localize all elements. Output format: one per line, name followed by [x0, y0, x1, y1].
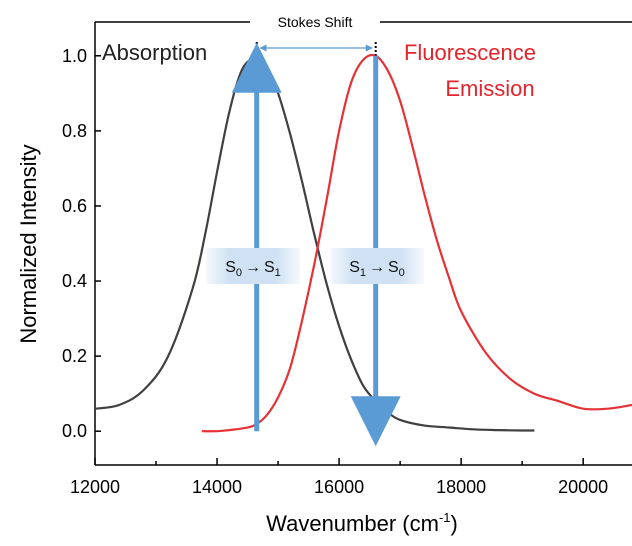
y-ticks: 0.0 0.2 0.4 0.6 0.8 1.0 — [62, 46, 101, 441]
y-tick-label: 0.8 — [62, 121, 87, 141]
y-axis-title: Normalized Intensity — [16, 144, 41, 343]
x-ticks: 12000 14000 16000 18000 20000 — [70, 458, 608, 497]
absorption-curve — [94, 55, 535, 432]
y-tick-label: 1.0 — [62, 46, 87, 66]
x-tick-label: 14000 — [192, 477, 242, 497]
x-tick-label: 18000 — [436, 477, 486, 497]
y-tick-label: 0.2 — [62, 346, 87, 366]
x-axis-title: Wavenumber (cm-1) — [266, 510, 458, 536]
x-tick-label: 12000 — [70, 477, 120, 497]
fluorescence-label-line1: Fluorescence — [404, 40, 536, 65]
s0-s1-label: S0 → S1 — [225, 259, 281, 279]
fluorescence-curve — [201, 53, 632, 433]
x-tick-label: 20000 — [558, 477, 608, 497]
s0-s1-box — [206, 248, 300, 284]
stokes-shift-label: Stokes Shift — [278, 14, 353, 30]
y-tick-label: 0.4 — [62, 271, 87, 291]
s1-s0-box — [330, 248, 424, 284]
fluorescence-label-line2: Emission — [445, 76, 534, 101]
absorption-label: Absorption — [102, 40, 207, 65]
y-tick-label: 0.6 — [62, 196, 87, 216]
x-tick-label: 16000 — [314, 477, 364, 497]
s1-s0-label: S1 → S0 — [349, 259, 405, 279]
y-tick-label: 0.0 — [62, 421, 87, 441]
